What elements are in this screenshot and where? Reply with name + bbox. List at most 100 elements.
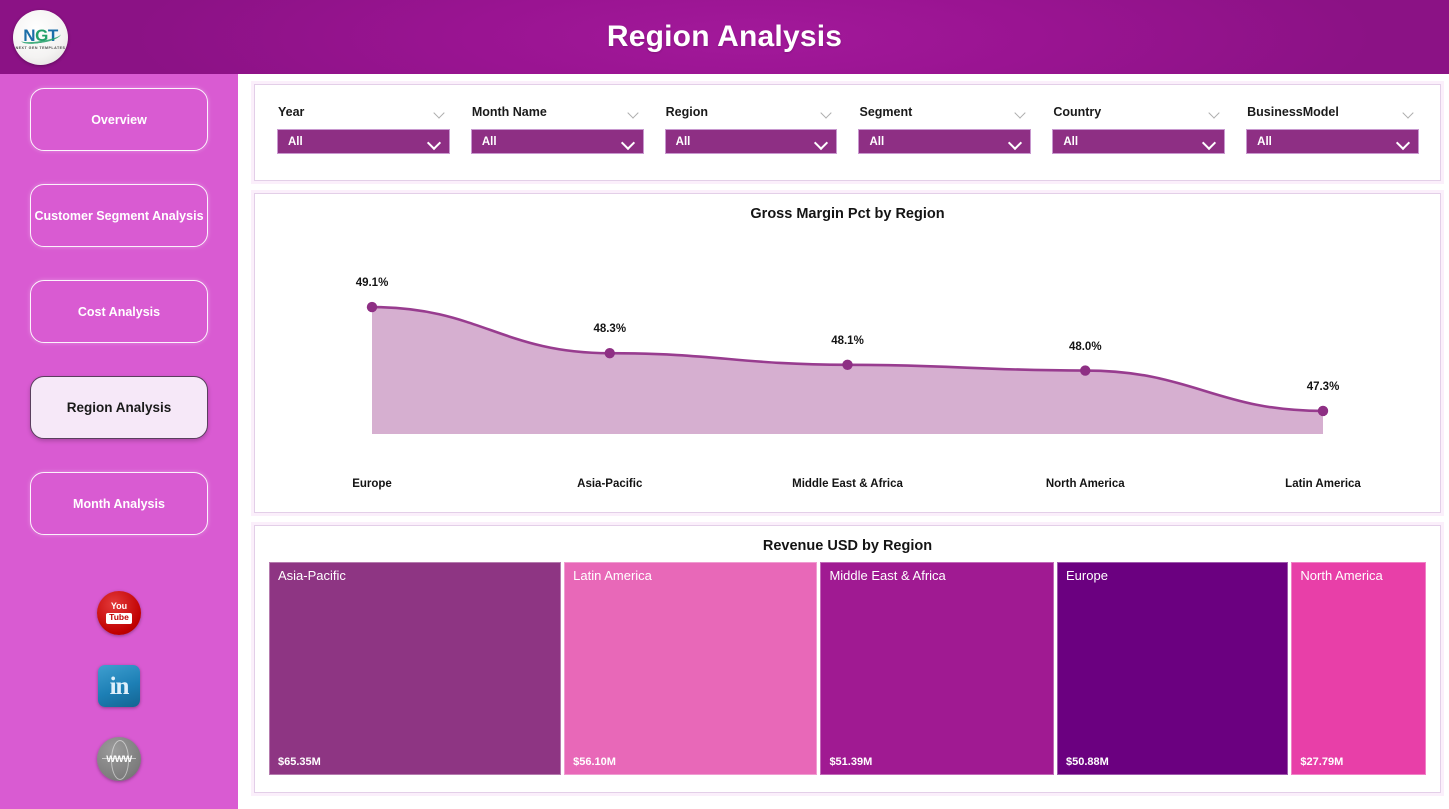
- chevron-down-icon[interactable]: [822, 109, 833, 116]
- logo-wordmark: NGT: [23, 25, 58, 45]
- youtube-icon-line2: Tube: [106, 613, 132, 624]
- treemap-title: Revenue USD by Region: [762, 538, 933, 554]
- chevron-down-icon[interactable]: [1016, 109, 1027, 116]
- treemap-tile-value: $56.10M: [573, 756, 616, 768]
- treemap-tile[interactable]: North America $27.79M: [1291, 562, 1426, 775]
- data-point-label: 48.0%: [1068, 340, 1102, 353]
- logo-subtitle: NEXT GEN TEMPLATES: [15, 46, 66, 51]
- filter-value: All: [288, 135, 303, 148]
- filter-month-name-select[interactable]: All: [470, 129, 644, 154]
- linkedin-icon: in: [98, 665, 140, 707]
- revenue-treemap-panel: Revenue USD by Region Asia-Pacific $65.35…: [254, 525, 1441, 793]
- x-axis-label: Middle East & Africa: [792, 478, 903, 490]
- treemap-tile[interactable]: Middle East & Africa $51.39M: [820, 562, 1054, 775]
- treemap-tile-value: $27.79M: [1300, 756, 1344, 768]
- sidebar-item-label: Month Analysis: [73, 496, 165, 511]
- chevron-down-icon: [1397, 138, 1410, 146]
- filter-label: Country: [1053, 105, 1102, 119]
- treemap-tile[interactable]: Asia-Pacific $65.35M: [269, 562, 562, 775]
- filter-month-name: Month Name All: [470, 105, 644, 154]
- x-axis-label: Europe: [352, 478, 392, 490]
- data-point-label: 49.1%: [355, 277, 389, 290]
- filter-value: All: [481, 135, 497, 148]
- filter-businessmodel: BusinessModel All: [1246, 105, 1419, 154]
- chevron-down-icon: [428, 138, 441, 146]
- treemap-tile-label: Europe: [1066, 568, 1108, 583]
- x-axis-label: Asia-Pacific: [577, 478, 643, 490]
- gross-margin-area-chart[interactable]: 49.1% Europe 48.3% Asia-Pacific 48.1% Middle …: [255, 222, 1440, 494]
- treemap-tile[interactable]: Europe $50.88M: [1057, 562, 1289, 775]
- logo-letter-t: T: [47, 25, 58, 45]
- data-point-label: 48.1%: [831, 334, 864, 347]
- website-icon-text: WWW: [106, 753, 132, 765]
- filter-value: All: [1063, 135, 1079, 148]
- data-point-label: 48.3%: [593, 323, 627, 336]
- chevron-down-icon[interactable]: [435, 109, 446, 116]
- chevron-down-icon: [815, 138, 828, 146]
- filter-header: Segment: [858, 105, 1031, 119]
- chevron-down-icon[interactable]: [1404, 109, 1415, 116]
- filter-bar: Year All Month Name All: [254, 84, 1441, 181]
- filter-segment: Segment All: [858, 105, 1032, 154]
- filter-header: Month Name: [471, 105, 644, 119]
- sidebar-nav: Overview Customer Segment Analysis Cost …: [0, 74, 238, 535]
- treemap-tile-label: North America: [1300, 568, 1383, 583]
- filter-label: Year: [278, 105, 305, 119]
- sidebar-item-customer-segment-analysis[interactable]: Customer Segment Analysis: [30, 184, 208, 247]
- filter-businessmodel-select[interactable]: All: [1246, 129, 1419, 154]
- filter-label: BusinessModel: [1247, 105, 1339, 119]
- sidebar-item-month-analysis[interactable]: Month Analysis: [30, 472, 208, 535]
- chevron-down-icon: [622, 138, 635, 146]
- chevron-down-icon[interactable]: [1210, 109, 1221, 116]
- youtube-icon-line1: You: [110, 601, 128, 612]
- sidebar-item-overview[interactable]: Overview: [30, 88, 208, 151]
- sidebar: Overview Customer Segment Analysis Cost …: [0, 74, 238, 809]
- filter-region-select[interactable]: All: [664, 129, 838, 154]
- chevron-down-icon[interactable]: [629, 109, 640, 116]
- filter-label: Region: [665, 105, 709, 119]
- filter-year-select[interactable]: All: [277, 129, 450, 154]
- treemap-tile-label: Asia-Pacific: [278, 568, 346, 583]
- sidebar-item-region-analysis[interactable]: Region Analysis: [30, 376, 208, 439]
- filter-header: Country: [1052, 105, 1225, 119]
- filter-country: Country All: [1052, 105, 1226, 154]
- app-header: NGT NEXT GEN TEMPLATES Region Analysis: [0, 0, 1449, 74]
- linkedin-icon-text: in: [109, 672, 130, 700]
- website-icon: WWW: [97, 737, 141, 781]
- revenue-treemap[interactable]: Asia-Pacific $65.35M Latin America $56.10M M…: [255, 562, 1440, 781]
- sidebar-item-label: Cost Analysis: [77, 304, 161, 319]
- filter-year: Year All: [277, 105, 450, 154]
- treemap-tile-label: Middle East & Africa: [829, 568, 946, 583]
- filter-value: All: [1257, 135, 1272, 148]
- filter-segment-select[interactable]: All: [858, 129, 1032, 154]
- youtube-icon: You Tube: [97, 591, 141, 635]
- youtube-link[interactable]: You Tube: [96, 590, 142, 636]
- filter-country-select[interactable]: All: [1052, 129, 1226, 154]
- social-links: You Tube in WWW: [0, 590, 238, 782]
- treemap-tile[interactable]: Latin America $56.10M: [564, 562, 818, 775]
- sidebar-item-label: Region Analysis: [66, 400, 172, 415]
- data-point-label: 47.3%: [1306, 380, 1340, 393]
- sidebar-item-label: Overview: [91, 112, 147, 127]
- treemap-tile-value: $51.39M: [829, 756, 873, 768]
- treemap-tile-label: Latin America: [573, 568, 652, 583]
- treemap-tile-value: $50.88M: [1066, 756, 1109, 768]
- chart-title: Gross Margin Pct by Region: [750, 206, 945, 222]
- filter-label: Month Name: [471, 105, 547, 119]
- treemap-tile-value: $65.35M: [278, 756, 321, 768]
- chevron-down-icon: [1009, 138, 1022, 146]
- website-link[interactable]: WWW: [96, 736, 142, 782]
- x-axis-label: North America: [1045, 478, 1125, 490]
- filter-header: Year: [277, 105, 450, 119]
- ngt-logo[interactable]: NGT NEXT GEN TEMPLATES: [13, 10, 68, 65]
- page-title: Region Analysis: [606, 20, 843, 53]
- filter-value: All: [675, 135, 691, 148]
- linkedin-link[interactable]: in: [96, 663, 142, 709]
- filter-value: All: [869, 135, 885, 148]
- sidebar-item-cost-analysis[interactable]: Cost Analysis: [30, 280, 208, 343]
- filter-header: BusinessModel: [1246, 105, 1419, 119]
- filter-region: Region All: [664, 105, 838, 154]
- logo-letter-g: G: [35, 25, 48, 45]
- logo-letter-n: N: [23, 25, 36, 45]
